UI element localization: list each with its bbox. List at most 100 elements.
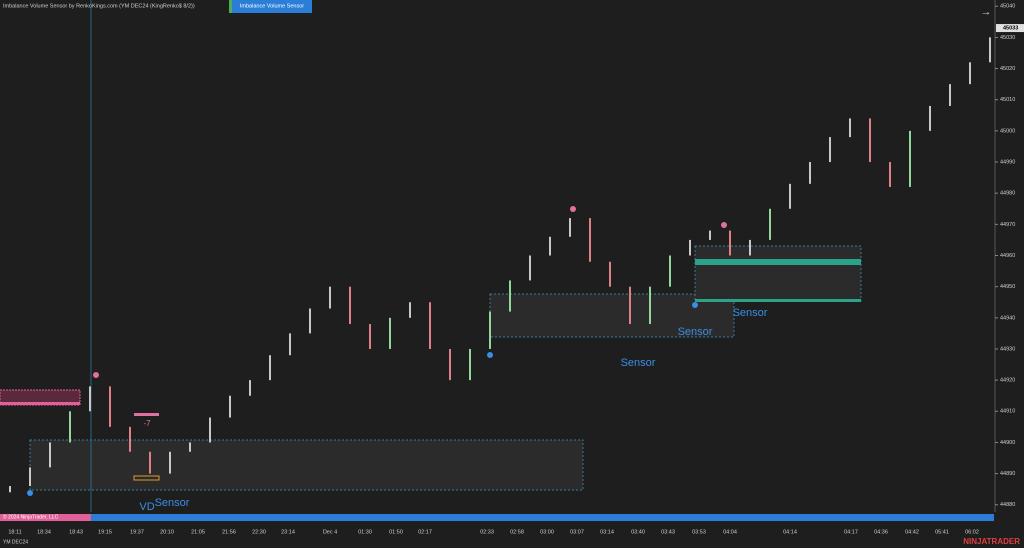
renko-brick [649, 286, 651, 325]
renko-brick [749, 239, 751, 256]
renko-brick [709, 230, 711, 240]
x-tick-label: 18:11 [8, 529, 21, 535]
y-tick-label: 45020 [1000, 66, 1015, 72]
x-tick-label: 04:42 [905, 529, 919, 535]
renko-brick [249, 380, 251, 396]
annotation: Sensor [678, 326, 713, 338]
renko-brick [69, 411, 71, 443]
x-tick-label: 04:04 [723, 529, 737, 535]
status-bar [0, 514, 91, 521]
x-tick-label: 23:14 [281, 529, 295, 535]
y-tick-label: 44990 [1000, 159, 1015, 165]
indicator-label: Imbalance Volume Sensor [240, 3, 304, 9]
renko-brick [209, 417, 211, 443]
marker [133, 475, 160, 481]
x-tick-label: 03:53 [692, 529, 706, 535]
x-tick-label: 04:14 [783, 529, 797, 535]
renko-brick [229, 395, 231, 418]
y-tick-label: 44950 [1000, 284, 1015, 290]
x-tick-label: 05:41 [935, 529, 949, 535]
indicator-flag [229, 0, 232, 13]
x-tick-label: 18:34 [37, 529, 51, 535]
renko-brick [769, 208, 771, 240]
x-tick-label: 03:43 [661, 529, 675, 535]
x-tick-label: 21:05 [191, 529, 205, 535]
renko-brick [189, 442, 191, 452]
x-tick-label: 01:50 [389, 529, 403, 535]
renko-brick [909, 130, 911, 187]
renko-brick [289, 333, 291, 356]
renko-brick [149, 451, 151, 474]
renko-brick [949, 84, 951, 106]
x-tick-label: 04:36 [874, 529, 888, 535]
x-tick-label: 19:15 [98, 529, 112, 535]
x-tick-label: 02:33 [480, 529, 494, 535]
renko-brick [369, 324, 371, 349]
renko-brick [989, 37, 991, 63]
y-tick-label: 44930 [1000, 346, 1015, 352]
indicator-button[interactable] [232, 0, 312, 13]
renko-brick [929, 105, 931, 131]
renko-brick [169, 451, 171, 474]
zone [694, 245, 862, 302]
zone-line [0, 402, 80, 405]
renko-brick [269, 355, 271, 381]
y-tick-label: 44910 [1000, 409, 1015, 415]
copyright: © 2024 NinjaTrader, LLC [3, 513, 59, 520]
renko-brick [49, 442, 51, 468]
renko-brick [409, 302, 411, 318]
signal-dot [93, 372, 99, 378]
renko-brick [729, 230, 731, 256]
zone-line [695, 259, 861, 265]
renko-brick [529, 255, 531, 281]
signal-dot [721, 222, 727, 228]
y-tick-label: 44970 [1000, 222, 1015, 228]
zone [489, 293, 735, 338]
renko-brick [549, 236, 551, 256]
renko-brick [849, 118, 851, 138]
y-tick-label: 45010 [1000, 97, 1015, 103]
scroll-arrow[interactable]: → [981, 6, 992, 18]
renko-brick [969, 62, 971, 85]
window-title: Imbalance Volume Sensor by RenkoKings.co… [3, 3, 195, 9]
x-tick-label: 03:14 [600, 529, 614, 535]
renko-brick [689, 239, 691, 256]
last-price-label: 45033 [1003, 25, 1018, 31]
renko-brick [389, 317, 391, 349]
y-tick-label: 44900 [1000, 440, 1015, 446]
y-tick-label: 44920 [1000, 378, 1015, 384]
annotation: -7 [143, 419, 151, 428]
renko-brick [109, 386, 111, 427]
annotation: Sensor [155, 497, 190, 509]
signal-dot [487, 352, 493, 358]
renko-brick [429, 302, 431, 349]
renko-brick [449, 348, 451, 381]
last-price-box [996, 24, 1024, 33]
annotation: VD [139, 501, 154, 513]
price-axis [995, 0, 1024, 548]
instrument: YM DEC24 [3, 539, 28, 545]
x-tick-label: 04:17 [844, 529, 858, 535]
y-tick-label: 44880 [1000, 502, 1015, 508]
annotation: Sensor [621, 357, 656, 369]
x-tick-label: 22:30 [252, 529, 266, 535]
brand: NINJATRADER [963, 537, 1020, 546]
renko-brick [9, 486, 11, 493]
x-tick-label: 02:17 [418, 529, 432, 535]
annotation: Sensor [733, 307, 768, 319]
x-tick-label: 02:58 [510, 529, 524, 535]
renko-brick [29, 467, 31, 487]
y-tick-label: 44940 [1000, 315, 1015, 321]
y-tick-label: 44980 [1000, 191, 1015, 197]
x-tick-label: 20:10 [160, 529, 174, 535]
y-tick-label: 45030 [1000, 35, 1015, 41]
zone [29, 439, 584, 491]
signal-dot [570, 206, 576, 212]
renko-brick [569, 218, 571, 237]
zone-line [695, 299, 861, 302]
x-tick-label: Dec 4 [323, 529, 337, 535]
renko-brick [349, 286, 351, 325]
renko-brick [829, 137, 831, 163]
renko-brick [129, 426, 131, 452]
renko-brick [609, 261, 611, 287]
